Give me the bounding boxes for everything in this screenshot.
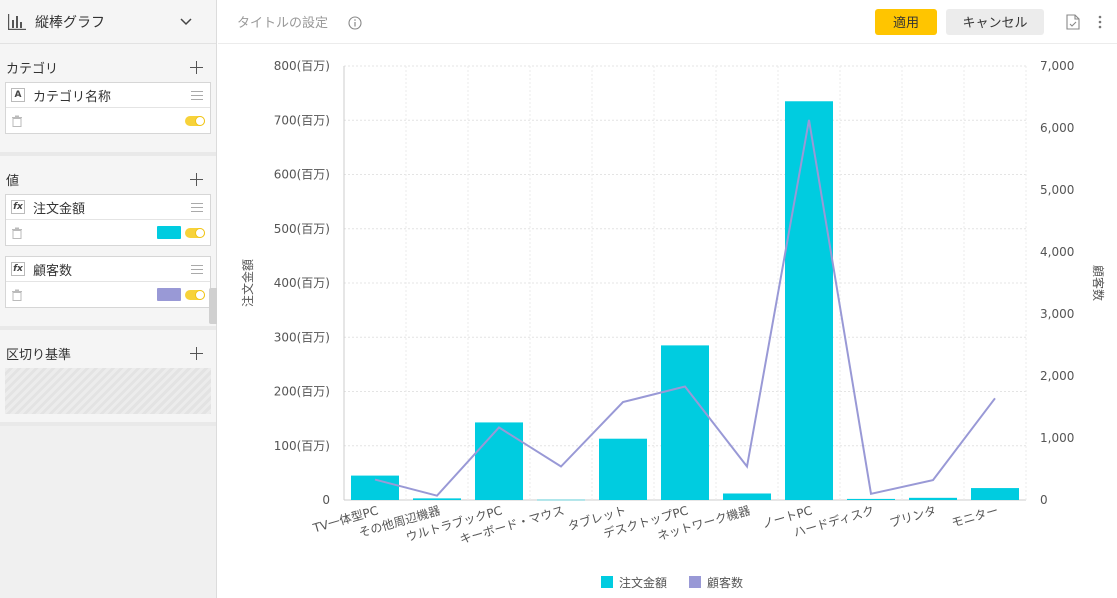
visibility-toggle[interactable] xyxy=(185,289,205,300)
legend: 注文金額 顧客数 xyxy=(601,575,743,590)
y2-axis-label: 顧客数 xyxy=(1091,265,1106,301)
y2-tick-label: 6,000 xyxy=(1040,121,1074,135)
bar xyxy=(785,101,833,500)
drag-handle-icon[interactable] xyxy=(191,90,203,100)
grid-lines xyxy=(343,65,1027,501)
category-section: カテゴリ A カテゴリ名称 xyxy=(0,44,216,156)
bar xyxy=(723,493,771,500)
add-break-icon[interactable] xyxy=(190,346,203,360)
y2-tick-label: 7,000 xyxy=(1040,59,1074,73)
formula-type-icon: fx xyxy=(11,262,25,276)
break-section-label: 区切り基準 xyxy=(6,347,72,363)
y-tick-label: 400(百万) xyxy=(274,276,330,290)
series-color-swatch[interactable] xyxy=(157,288,181,301)
toolbar: タイトルの設定 適用 キャンセル xyxy=(218,0,1117,44)
x-tick-label: プリンタ xyxy=(888,503,938,530)
add-value-icon[interactable] xyxy=(190,172,203,186)
y-tick-label: 100(百万) xyxy=(274,439,330,453)
legend-swatch xyxy=(689,576,701,588)
bar xyxy=(351,475,399,500)
bar xyxy=(475,422,523,500)
sidebar-collapse-handle[interactable] xyxy=(209,288,217,324)
apply-button[interactable]: 適用 xyxy=(875,8,937,35)
value-field-card: fx 顧客数 xyxy=(5,256,211,308)
break-dropzone[interactable] xyxy=(5,368,211,414)
y2-tick-label: 5,000 xyxy=(1040,183,1074,197)
export-document-icon[interactable] xyxy=(1066,13,1080,30)
bar-series xyxy=(351,101,1019,501)
chevron-down-icon[interactable] xyxy=(180,17,192,26)
visibility-toggle[interactable] xyxy=(185,115,205,126)
chart-type-label: 縦棒グラフ xyxy=(35,14,105,31)
y-tick-label: 800(百万) xyxy=(274,59,330,73)
legend-swatch xyxy=(601,576,613,588)
y2-axis-ticks: 0 1,000 2,000 3,000 4,000 5,000 6,000 7,000 xyxy=(1040,59,1074,507)
legend-label: 顧客数 xyxy=(707,575,743,590)
y-axis-label: 注文金額 xyxy=(240,259,255,307)
bar xyxy=(413,498,461,500)
break-section: 区切り基準 xyxy=(0,330,216,426)
x-tick-label: モニター xyxy=(950,503,1000,530)
field-sidebar: 縦棒グラフ カテゴリ A カテゴリ名称 xyxy=(0,0,217,598)
info-icon[interactable] xyxy=(348,16,362,30)
y2-tick-label: 1,000 xyxy=(1040,431,1074,445)
add-category-icon[interactable] xyxy=(190,60,203,74)
drag-handle-icon[interactable] xyxy=(191,264,203,274)
y2-tick-label: 4,000 xyxy=(1040,245,1074,259)
y-tick-label: 600(百万) xyxy=(274,168,330,182)
y2-tick-label: 3,000 xyxy=(1040,307,1074,321)
y-tick-label: 500(百万) xyxy=(274,222,330,236)
drag-handle-icon[interactable] xyxy=(191,202,203,212)
value-field-name[interactable]: 顧客数 xyxy=(33,263,73,279)
series-color-swatch[interactable] xyxy=(157,226,181,239)
formula-type-icon: fx xyxy=(11,200,25,214)
value-field-card: fx 注文金額 xyxy=(5,194,211,246)
y-tick-label: 300(百万) xyxy=(274,330,330,344)
bar-chart-icon xyxy=(8,13,26,30)
bar xyxy=(847,498,895,500)
text-type-icon: A xyxy=(11,88,25,102)
y2-tick-label: 0 xyxy=(1040,493,1048,507)
value-field-name[interactable]: 注文金額 xyxy=(33,201,86,217)
chart-canvas: 0 100(百万) 200(百万) 300(百万) 400(百万) 500(百万) 600(… xyxy=(240,59,1106,590)
title-setting-link[interactable]: タイトルの設定 xyxy=(237,16,329,31)
category-section-label: カテゴリ xyxy=(6,61,59,77)
trash-icon[interactable] xyxy=(11,227,23,239)
category-field-card: A カテゴリ名称 xyxy=(5,82,211,134)
y-tick-label: 0 xyxy=(322,493,330,507)
bar xyxy=(661,345,709,500)
visibility-toggle[interactable] xyxy=(185,227,205,238)
bar xyxy=(971,488,1019,500)
bar xyxy=(599,438,647,500)
trash-icon[interactable] xyxy=(11,289,23,301)
line-series xyxy=(374,119,996,497)
more-vertical-icon[interactable] xyxy=(1098,15,1102,29)
y-tick-label: 700(百万) xyxy=(274,113,330,127)
y-axis-ticks: 0 100(百万) 200(百万) 300(百万) 400(百万) 500(百万) 600(… xyxy=(274,59,330,507)
trash-icon[interactable] xyxy=(11,115,23,127)
cancel-button[interactable]: キャンセル xyxy=(946,8,1044,35)
category-field-name[interactable]: カテゴリ名称 xyxy=(33,89,112,105)
legend-label: 注文金額 xyxy=(619,575,667,590)
value-section-label: 値 xyxy=(6,173,20,189)
bar xyxy=(537,499,585,501)
chart-type-selector[interactable]: 縦棒グラフ xyxy=(0,0,216,44)
y2-tick-label: 2,000 xyxy=(1040,369,1074,383)
value-section: 値 fx 注文金額 fx 顧客数 xyxy=(0,156,216,330)
bar xyxy=(909,497,957,500)
y-tick-label: 200(百万) xyxy=(274,385,330,399)
